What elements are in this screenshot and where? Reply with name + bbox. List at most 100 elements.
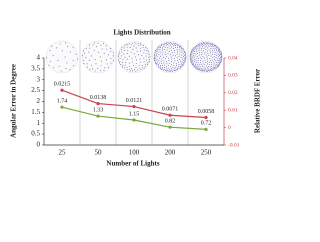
sphere-dot [146,59,148,61]
sphere-dot [77,58,79,60]
x-axis-label: Number of Lights [106,160,159,168]
sphere-dot [88,59,90,61]
sphere-dot [128,62,130,64]
sphere-dot [178,64,180,65]
sphere-dot [130,51,132,53]
sphere-dot [118,59,119,61]
sphere-dot [124,56,126,58]
sphere-dot [126,46,128,48]
sphere-dot [132,61,133,63]
sphere-dot [216,58,218,60]
sphere-dot [219,49,221,51]
sphere-dot [171,70,173,72]
sphere-dot [200,67,202,69]
sphere-dot [135,67,137,68]
sphere-dot [184,52,186,54]
sphere-dot [168,70,170,72]
sphere-dot [197,44,199,46]
sphere-dot [141,54,143,56]
sphere-dot [171,52,173,54]
sphere-dot [53,67,55,69]
sphere-dot [219,59,221,61]
sphere-dot [124,49,126,51]
x-tick-label: 100 [129,149,140,157]
sphere-dot [202,42,204,44]
sphere-dot [200,45,202,47]
sphere-dot [217,51,219,53]
sphere-dot [207,70,209,72]
sphere-dot [73,65,74,67]
sphere-dot [171,46,173,48]
sphere-dot [198,50,200,52]
sphere-dot [164,54,166,55]
y-tick-label: 1 [37,119,41,127]
sphere-dot [163,67,165,68]
sphere-dot [122,64,124,66]
sphere-dot [218,64,219,66]
sphere-dot [199,43,201,45]
point [60,88,64,92]
sphere-dot [117,54,119,56]
sphere-dot [214,45,215,47]
sphere-dot [176,57,178,59]
sphere-dot [221,59,223,61]
sphere-dot [175,62,177,64]
sphere-dot [190,55,192,56]
sphere-dot [215,60,217,62]
sphere-dot [214,67,216,69]
sphere-dot [220,56,221,58]
sphere-dot [140,44,142,46]
sphere-dot [158,57,160,59]
y2-tick-label: 0.04 [228,55,238,61]
sphere-dot [204,46,206,48]
sphere-dot [195,59,197,61]
sphere-dot [135,47,137,49]
sphere-dot [193,61,195,63]
sphere-dot [212,47,214,49]
sphere-dot [217,60,219,62]
sphere-dot [143,49,145,51]
sphere-dot [198,69,200,71]
sphere-dot [94,42,96,44]
sphere-dot [147,61,149,63]
sphere-dot [164,64,166,66]
sphere-dot [216,52,218,54]
sphere-dot [220,52,222,54]
sphere-dot [155,51,157,53]
sphere-dot [170,70,172,72]
y-tick-label: 3 [37,75,41,83]
sphere-dot [173,65,175,66]
sphere-dot [144,63,146,65]
y2-tick-label: 0.02 [228,90,238,96]
sphere-dot [215,62,217,63]
sphere-dot [173,42,175,44]
sphere-dot [218,57,220,59]
sphere-dot [190,56,192,58]
sphere-dot [191,58,193,60]
sphere-dot [209,50,211,52]
sphere-dot [212,68,214,70]
sphere-dot [144,65,146,67]
sphere [153,40,187,74]
sphere-dot [189,59,191,61]
sphere-dot [51,45,53,47]
sphere-dot [204,70,206,71]
sphere-dot [197,46,199,47]
sphere-dot [195,67,197,69]
sphere-dot [130,44,132,46]
sphere-dot [141,64,143,66]
sphere-dot [198,48,200,50]
sphere-dot [167,44,169,45]
sphere-dot [195,47,196,49]
data-label: 0.0071 [162,107,179,113]
sphere-dot [212,59,214,61]
sphere-dot [169,48,171,50]
sphere-dot [106,63,108,65]
data-label: 0.0058 [198,109,215,115]
sphere-dot [176,53,178,55]
sphere-dot [169,70,171,72]
sphere-dot [162,47,163,49]
sphere-dot [133,65,135,66]
sphere-dot [168,60,170,61]
